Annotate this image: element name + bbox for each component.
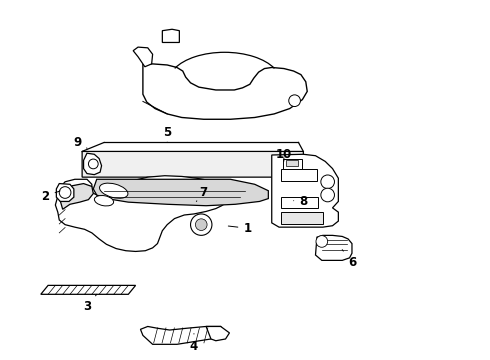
Circle shape <box>316 235 328 247</box>
Polygon shape <box>60 184 93 209</box>
Polygon shape <box>283 158 302 168</box>
Polygon shape <box>41 285 136 294</box>
Circle shape <box>289 95 300 107</box>
Polygon shape <box>281 212 323 224</box>
Text: 5: 5 <box>163 126 172 143</box>
Polygon shape <box>281 169 317 181</box>
Polygon shape <box>84 153 101 175</box>
Text: 3: 3 <box>83 294 97 313</box>
Polygon shape <box>55 176 231 251</box>
Polygon shape <box>93 179 269 206</box>
Polygon shape <box>143 64 307 119</box>
Polygon shape <box>286 160 297 166</box>
Text: 4: 4 <box>190 334 198 352</box>
Polygon shape <box>206 327 229 341</box>
Polygon shape <box>281 197 318 208</box>
Text: 8: 8 <box>294 195 307 208</box>
Text: 6: 6 <box>342 249 356 269</box>
Ellipse shape <box>99 183 128 198</box>
Polygon shape <box>56 184 74 202</box>
Circle shape <box>88 159 98 169</box>
Polygon shape <box>162 29 179 42</box>
Text: 2: 2 <box>42 190 60 203</box>
Polygon shape <box>316 235 352 260</box>
Text: 9: 9 <box>73 136 87 149</box>
Polygon shape <box>133 47 152 67</box>
Text: 7: 7 <box>196 186 208 202</box>
Polygon shape <box>141 327 225 344</box>
Text: 10: 10 <box>276 148 292 162</box>
Circle shape <box>321 188 335 202</box>
Ellipse shape <box>95 195 114 206</box>
Text: 1: 1 <box>228 222 251 235</box>
Polygon shape <box>82 152 303 177</box>
Polygon shape <box>272 154 339 227</box>
Circle shape <box>191 214 212 235</box>
Circle shape <box>196 219 207 230</box>
Circle shape <box>59 187 71 198</box>
Circle shape <box>321 175 335 189</box>
